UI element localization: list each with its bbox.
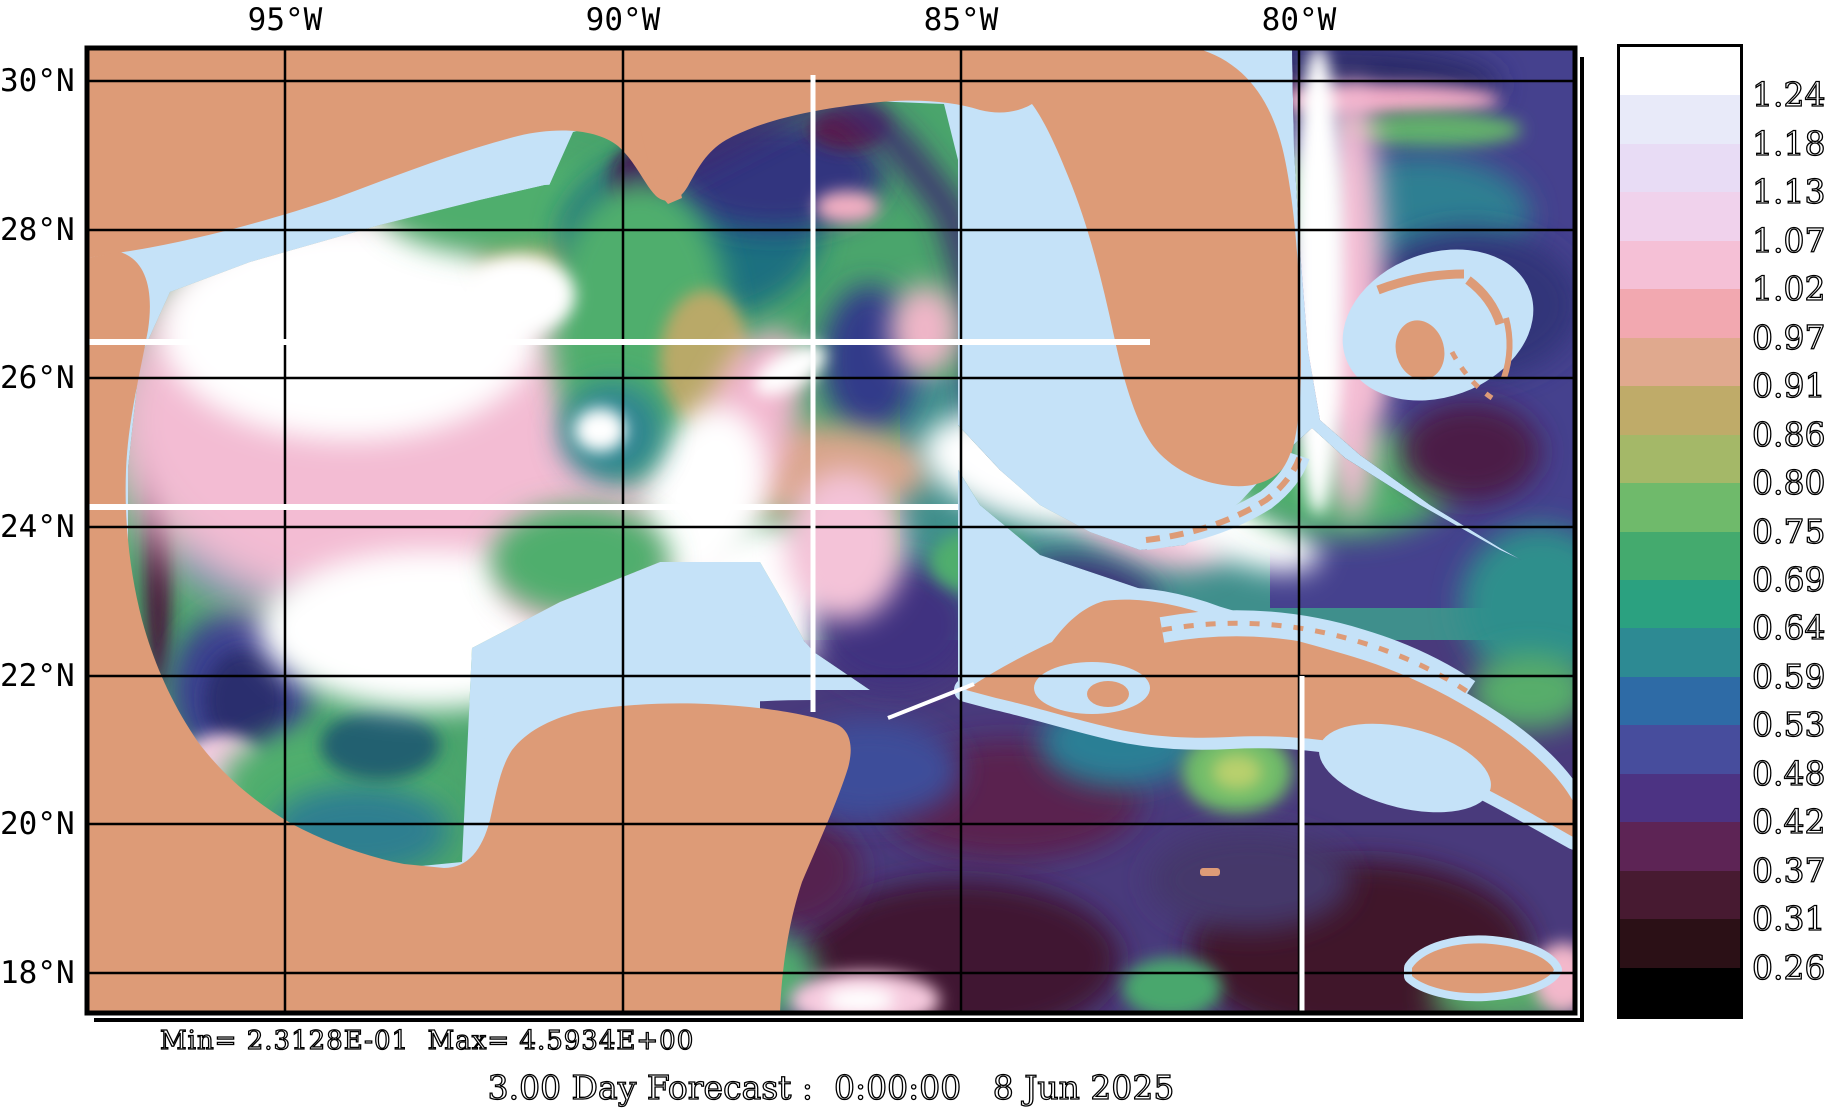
mississippi-delta — [640, 128, 682, 204]
colorbar-tick-label: 1.24 — [1751, 75, 1826, 115]
gulf-of-ana-maria — [1319, 723, 1491, 813]
colorbar-segment — [1620, 628, 1740, 677]
min-stat: Min= 2.3128E-01 — [159, 1025, 410, 1056]
colorbar-segment — [1620, 870, 1740, 920]
latitude-tick-label: 26°N — [0, 360, 75, 396]
colorbar-tick-label: 0.86 — [1751, 414, 1826, 454]
colorbar-tick-label: 0.37 — [1751, 850, 1826, 890]
colorbar-segment — [1620, 386, 1740, 435]
transect-line-yucatan-cuba — [887, 682, 975, 720]
colorbar-segment — [1620, 289, 1740, 338]
latitude-tick-label: 24°N — [0, 509, 75, 545]
island-grand-cayman — [1200, 868, 1220, 876]
colorbar-tick-label: 1.07 — [1751, 220, 1826, 260]
colorbar-segment — [1620, 47, 1740, 96]
colorbar-tick-label: 1.18 — [1751, 123, 1826, 163]
latitude-tick-label: 20°N — [0, 806, 75, 842]
colorbar-tick-label: 0.91 — [1751, 366, 1826, 406]
colorbar-tick-label: 0.26 — [1751, 947, 1826, 987]
colorbar-tick-label: 0.80 — [1751, 463, 1826, 503]
longitude-tick-label: 90°W — [585, 2, 661, 38]
colorbar-segment — [1620, 579, 1740, 629]
colorbar-segment — [1620, 143, 1740, 193]
colorbar-tick-label: 1.13 — [1751, 172, 1826, 212]
islands-bahamas — [1376, 269, 1513, 401]
colorbar-segment — [1620, 434, 1740, 484]
colorbar-tick-label: 0.53 — [1751, 705, 1826, 745]
colorbar-tick-label: 0.31 — [1751, 899, 1826, 939]
colorbar-segment — [1620, 337, 1740, 387]
colorbar-segment — [1620, 773, 1740, 823]
colorbar-segment — [1620, 95, 1740, 144]
islands-florida-keys — [1144, 452, 1310, 550]
colorbar-segment — [1620, 483, 1740, 532]
colorbar-segment — [1620, 240, 1740, 290]
colorbar-segment — [1620, 822, 1740, 871]
stats-gap — [409, 1026, 428, 1056]
colorbar-tick-label: 0.42 — [1751, 802, 1826, 842]
min-max-stats: Min= 2.3128E-01 Max= 4.5934E+00 — [159, 1025, 695, 1056]
colorbar-segment — [1620, 676, 1740, 726]
land-cuba — [966, 599, 1575, 838]
longitude-tick-label: 80°W — [1261, 2, 1337, 38]
colorbar-tick-label: 0.97 — [1751, 317, 1826, 357]
map-frame — [84, 45, 1578, 1016]
colorbar-segment — [1620, 725, 1740, 774]
colorbar — [1617, 44, 1743, 1019]
max-stat: Max= 4.5934E+00 — [427, 1025, 695, 1056]
land-northern-gulf-coast-and-florida — [87, 48, 1301, 487]
colorbar-tick-label: 0.59 — [1751, 656, 1826, 696]
colorbar-segment — [1620, 531, 1740, 580]
latitude-tick-label: 28°N — [0, 212, 75, 248]
transect-lines — [87, 75, 1305, 1013]
island-isla-de-la-juventud — [1087, 681, 1129, 707]
latitude-tick-label: 22°N — [0, 658, 75, 694]
latitude-tick-label: 30°N — [0, 63, 75, 99]
colorbar-tick-label: 0.48 — [1751, 753, 1826, 793]
islands-cuba-north-cays — [1161, 620, 1470, 695]
longitude-tick-label: 95°W — [247, 2, 323, 38]
grid-lines — [87, 48, 1575, 1013]
colorbar-tick-label: 1.02 — [1751, 269, 1826, 309]
colorbar-segment — [1620, 967, 1740, 1017]
longitude-tick-label: 85°W — [923, 2, 999, 38]
land-jamaica — [1412, 943, 1554, 994]
colorbar-tick-label: 0.64 — [1751, 608, 1826, 648]
map-frame-shadow — [94, 57, 1584, 1022]
colorbar-segment — [1620, 192, 1740, 241]
latitude-tick-label: 18°N — [0, 955, 75, 991]
colorbar-tick-label: 0.75 — [1751, 511, 1826, 551]
colorbar-segment — [1620, 919, 1740, 968]
colorbar-tick-label: 0.69 — [1751, 559, 1826, 599]
forecast-title: 3.00 Day Forecast : 0:00:00 8 Jun 2025 — [487, 1067, 1175, 1107]
